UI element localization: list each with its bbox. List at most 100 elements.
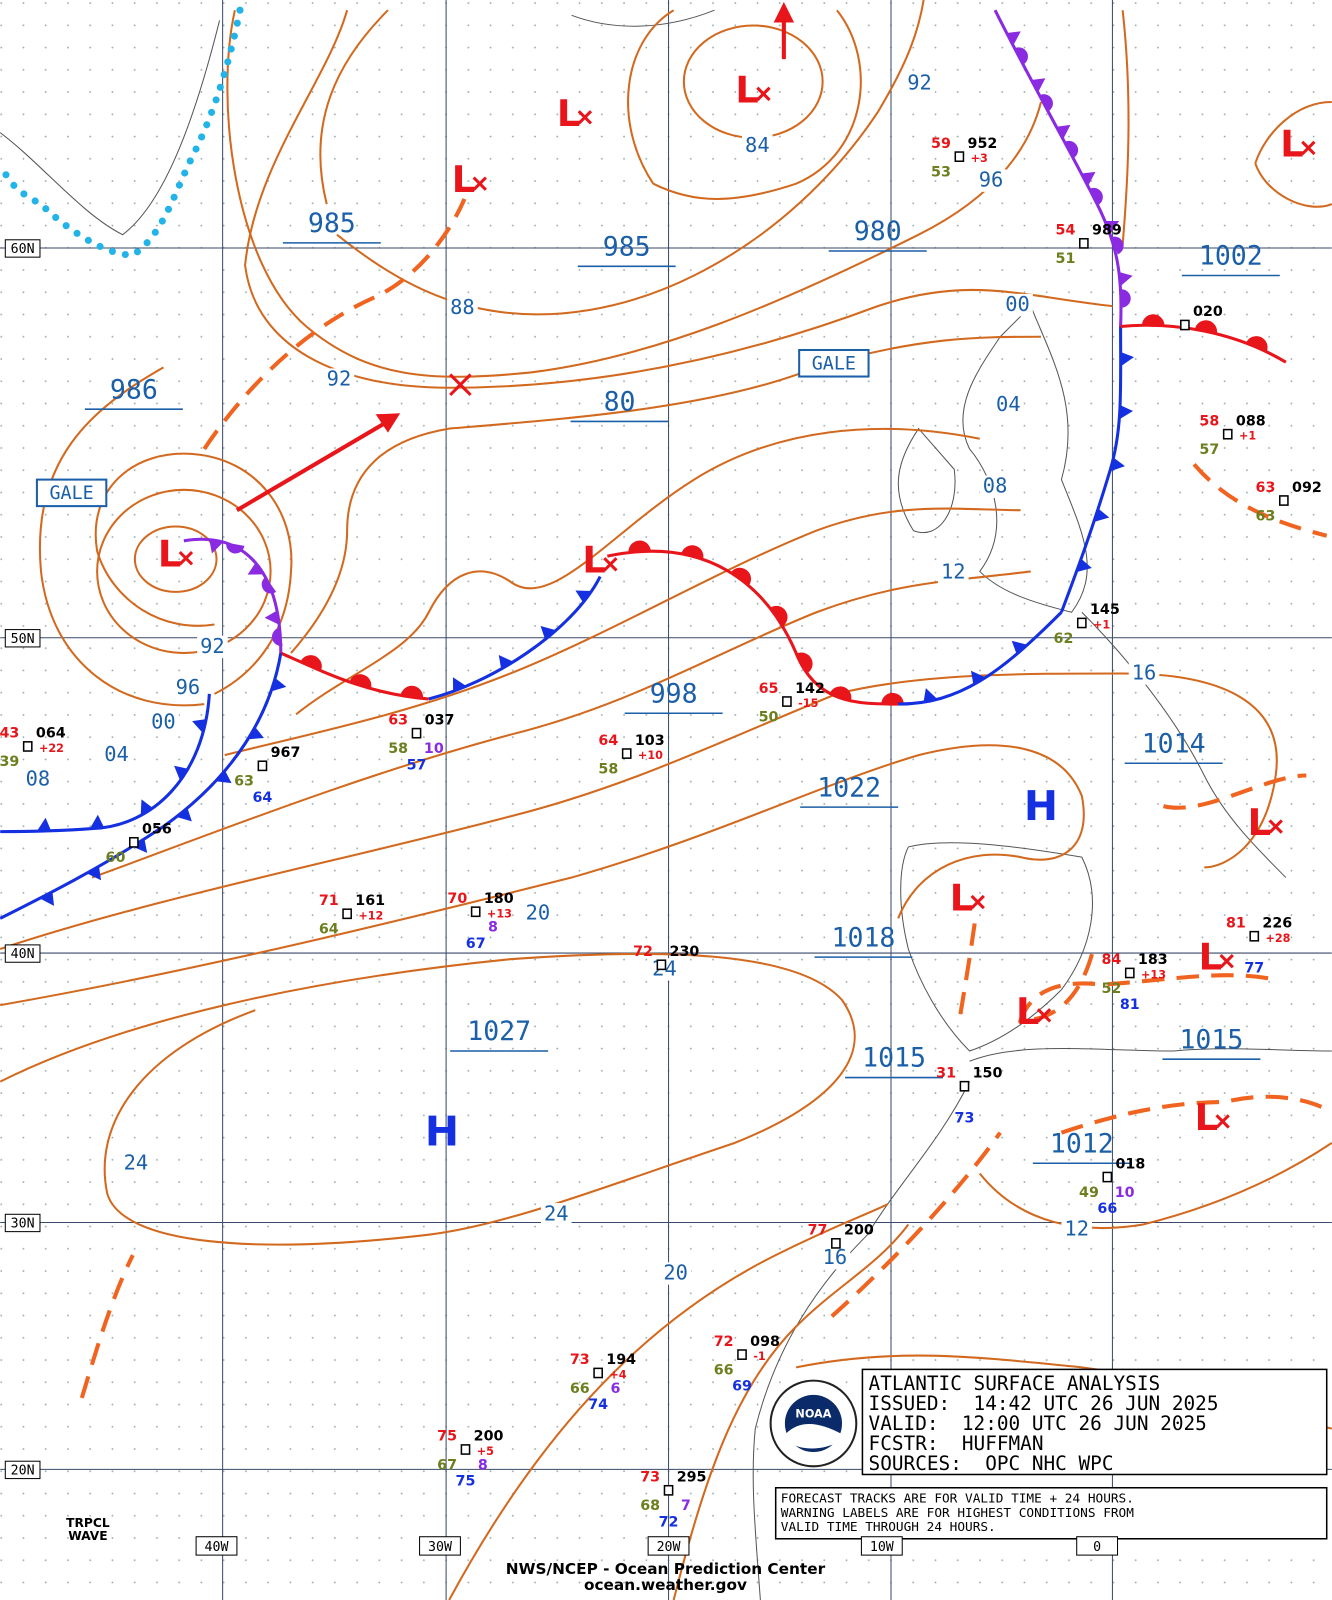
low-x-mark (970, 894, 985, 910)
cold-front-pip (176, 807, 192, 822)
cold-front-pip (247, 726, 264, 740)
station-icon (1076, 617, 1087, 629)
storm-center-x (449, 373, 472, 396)
pressure-label: 1027 (467, 1016, 531, 1047)
title-line: SOURCES: OPC NHC WPC (869, 1452, 1114, 1475)
station-icon (959, 1080, 970, 1092)
station-wind: 74 (588, 1397, 608, 1413)
occluded-front-pip (1081, 171, 1096, 187)
station-icon (782, 696, 792, 707)
station-wind: 73 (955, 1110, 975, 1126)
isobar-label: 12 (941, 559, 966, 583)
lat-label: 30N (11, 1216, 35, 1231)
isobar-label-bg (22, 768, 54, 791)
cold-front-pip (1093, 508, 1110, 523)
cold-front-pip (1076, 558, 1092, 573)
station-temp: 64 (598, 733, 618, 749)
pressure-label: 985 (308, 208, 356, 239)
warm-front-pip (628, 540, 651, 553)
station-pressure: 088 (1236, 413, 1266, 429)
station-icon (1180, 319, 1190, 331)
lat-label-box (4, 944, 41, 963)
station-dew: 68 (640, 1498, 660, 1514)
station-dew: 57 (1199, 442, 1219, 458)
station-icon (1249, 930, 1260, 942)
isobar-label: 24 (124, 1150, 149, 1174)
station-tendency: -15 (798, 697, 818, 710)
cold-front-pip (39, 891, 55, 906)
high-center: H (1024, 782, 1058, 830)
station-icon (1102, 1171, 1113, 1183)
lon-label: 10W (870, 1540, 894, 1555)
station-temp: 71 (319, 893, 339, 909)
warm-front-pip (1141, 314, 1165, 326)
station-icon (1222, 428, 1233, 440)
occluded-front-pip (1120, 289, 1131, 308)
station-pressure: 098 (750, 1334, 780, 1350)
warm-front-pip (300, 655, 322, 671)
isobar-label-bg (148, 711, 179, 734)
station-pressure: 180 (484, 891, 514, 907)
station-icon (1124, 967, 1135, 979)
station-tendency: +12 (358, 909, 383, 922)
station-wind: 81 (1120, 997, 1140, 1013)
station-pressure: 295 (677, 1470, 707, 1486)
footer-line: NWS/NCEP - Ocean Prediction Center (506, 1560, 826, 1578)
cold-front-pip (86, 866, 102, 881)
station-pressure: 952 (968, 136, 998, 152)
front-line (607, 549, 899, 706)
isobar-label: 00 (151, 709, 176, 733)
occluded-front-pip (1104, 221, 1120, 235)
station-icon (411, 727, 422, 739)
pressure-label: 1012 (1050, 1128, 1114, 1159)
occluded-front-pip (1006, 31, 1021, 46)
station-tendency: +10 (638, 749, 663, 762)
station-sea: 10 (1115, 1185, 1135, 1201)
occluded-front-pip (1056, 124, 1071, 140)
cold-front-pip (970, 670, 986, 685)
isobar-label: 84 (745, 133, 770, 157)
tropical-wave-label: WAVE (68, 1529, 107, 1543)
warm-front-pip (730, 567, 752, 586)
gale-label: GALE (50, 483, 94, 504)
notice-line: WARNING LABELS ARE FOR HIGHEST CONDITION… (781, 1506, 1134, 1521)
cold-front-pip (1119, 405, 1134, 420)
station-pressure: 200 (844, 1223, 874, 1239)
occluded-front-pip (226, 542, 245, 554)
station-tendency: +13 (1141, 969, 1166, 982)
troughs (79, 198, 1332, 1399)
station-tendency: +4 (609, 1369, 626, 1382)
station-sea: 7 (681, 1498, 691, 1514)
station-pressure: 150 (973, 1065, 1003, 1081)
lat-label: 60N (11, 242, 35, 257)
station-wind: 72 (659, 1514, 679, 1530)
cold-front-pip (1120, 352, 1134, 367)
cold-front-pip (923, 688, 938, 703)
station-dew: 58 (598, 761, 618, 777)
lat-label-box (4, 629, 41, 648)
station-dew: 49 (1079, 1185, 1099, 1201)
station-icon (460, 1444, 471, 1455)
low-center: L (1195, 1096, 1218, 1139)
ice-edge (1, 6, 244, 259)
occluded-front-pip (209, 539, 224, 554)
station-pressure: 103 (635, 733, 665, 749)
cold-front-pip (192, 719, 207, 734)
low-x-mark (1301, 140, 1316, 156)
gale-label: GALE (812, 353, 856, 374)
pressure-label: 998 (650, 678, 698, 709)
isobar-label: 88 (450, 295, 475, 319)
station-pressure: 145 (1090, 602, 1120, 618)
warm-front-pip (1194, 320, 1218, 334)
station-dew: 58 (388, 741, 408, 757)
isobar-label: 92 (200, 634, 225, 658)
isobar-label-bg (101, 743, 132, 767)
station-dew: 64 (319, 922, 339, 938)
isobar-label-bg (975, 169, 1007, 192)
station-dew: 63 (234, 774, 254, 790)
station-wind: 75 (456, 1474, 476, 1490)
lat-label: 40N (11, 947, 35, 962)
cold-front-pip (132, 838, 148, 853)
